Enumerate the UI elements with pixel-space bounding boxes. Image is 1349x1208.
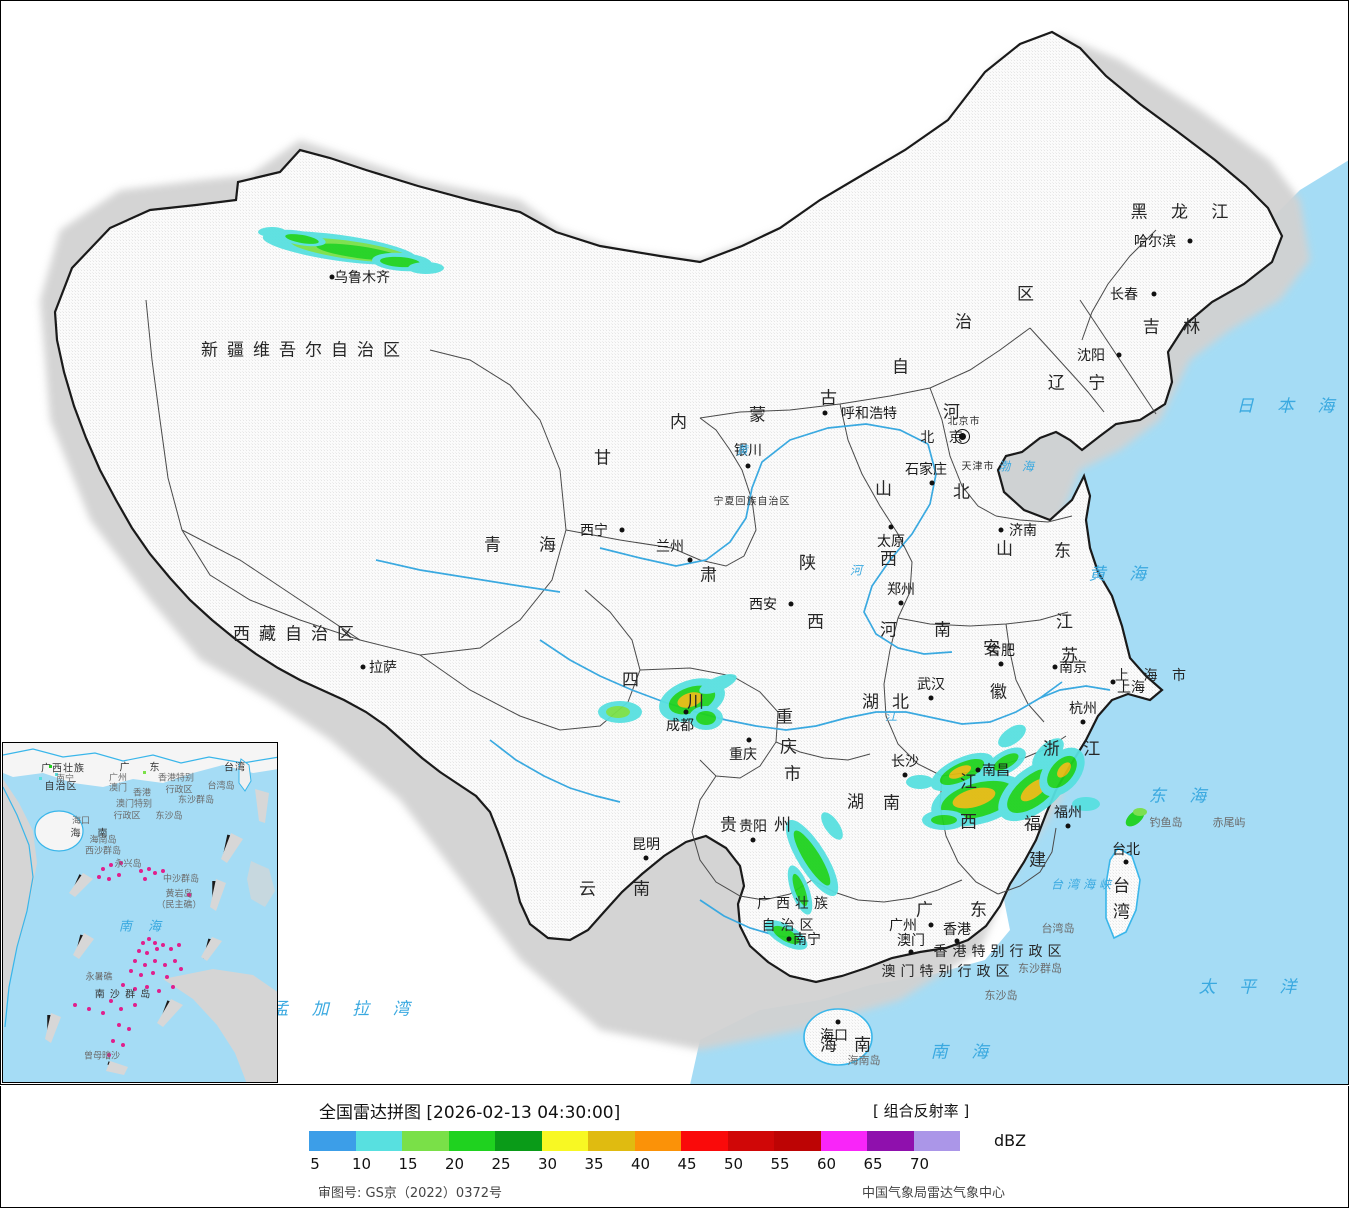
issuing-agency: 中国气象局雷达气象中心 [861, 1186, 1005, 1201]
tick-5: 5 [310, 1155, 320, 1173]
color-swatch-20 [448, 1131, 495, 1151]
city-marker-dot [788, 601, 794, 607]
city-marker-dot [683, 709, 689, 715]
legend-title: 全国雷达拼图 [2026-02-13 04:30:00] [319, 1103, 621, 1123]
city-marker-dot [643, 855, 649, 861]
city-marker-dot [746, 737, 752, 743]
city-marker-dot [954, 938, 960, 944]
tick-10: 10 [351, 1155, 372, 1173]
city-marker-dot [975, 767, 981, 773]
color-swatch-40 [634, 1131, 681, 1151]
color-swatch-30 [541, 1131, 588, 1151]
tick-55: 55 [770, 1155, 790, 1173]
city-marker-dot [1123, 859, 1129, 865]
color-swatch-10 [355, 1131, 402, 1151]
city-marker-dot [1065, 823, 1071, 829]
color-swatch-55 [774, 1131, 821, 1151]
city-marker-dot [1110, 679, 1116, 685]
city-marker-dot [1187, 238, 1193, 244]
city-marker-dot [329, 274, 335, 280]
tick-60: 60 [816, 1155, 837, 1173]
tick-40: 40 [630, 1155, 651, 1173]
city-marker-dot [888, 524, 894, 530]
color-swatch-50 [727, 1131, 774, 1151]
city-marker-dot [908, 949, 914, 955]
map-border [0, 0, 1349, 1085]
color-swatch-60 [820, 1131, 867, 1151]
city-marker-dot [745, 463, 751, 469]
color-scale-ticks: 5 10 15 20 25 30 35 40 45 50 55 60 65 70 [309, 1155, 1009, 1173]
legend-panel: 全国雷达拼图 [2026-02-13 04:30:00] [ 组合反射率 ] 5… [0, 1086, 1349, 1208]
city-marker-dot [929, 480, 935, 486]
city-marker-dot [1116, 352, 1122, 358]
city-marker-dot [902, 772, 908, 778]
map-approval-number: 审图号: GS京（2022）0372号 [318, 1186, 503, 1201]
inset-geometry [3, 743, 277, 1082]
tick-50: 50 [723, 1155, 744, 1173]
color-scale-bar [309, 1131, 960, 1151]
city-marker-dot [928, 922, 934, 928]
city-marker-dot [835, 1019, 841, 1025]
tick-65: 65 [863, 1155, 883, 1173]
city-marker-dot [998, 527, 1004, 533]
tick-25: 25 [491, 1155, 511, 1173]
china-radar-map[interactable]: 新疆维吾尔自治区 西藏自治区青海甘肃内蒙古自治区黑 龙 江吉 林辽 宁河北山西山东… [0, 0, 1349, 1085]
color-swatch-5 [309, 1131, 356, 1151]
city-marker-dot [928, 695, 934, 701]
city-marker-dot [360, 664, 366, 670]
south-china-sea-inset[interactable]: 广西壮族 自治区广东台湾 南宁 广州 香港特别 行政区 台湾岛 澳门 香港 澳门特别 行政区 东沙群岛… [2, 742, 278, 1083]
city-marker-dot [786, 936, 792, 942]
city-marker-dot [1080, 719, 1086, 725]
city-marker-dot [898, 600, 904, 606]
color-swatch-45 [681, 1131, 728, 1151]
legend-product-mode: [ 组合反射率 ] [873, 1102, 970, 1120]
tick-45: 45 [677, 1155, 697, 1173]
tick-35: 35 [584, 1155, 604, 1173]
city-marker-dot [998, 661, 1004, 667]
tick-30: 30 [537, 1155, 558, 1173]
city-marker-dot [750, 837, 756, 843]
radar-echo-layer [258, 227, 1147, 950]
city-marker-dot [687, 557, 693, 563]
tick-70: 70 [909, 1155, 930, 1173]
city-marker-dot [619, 527, 625, 533]
capital-marker-beijing [955, 429, 971, 445]
city-marker-dot [1151, 291, 1157, 297]
color-swatch-15 [402, 1131, 449, 1151]
tick-15: 15 [398, 1155, 418, 1173]
city-marker-dot [1052, 664, 1058, 670]
city-marker-dot [822, 410, 828, 416]
color-swatch-70 [913, 1131, 960, 1151]
color-swatch-65 [867, 1131, 914, 1151]
unit-label: dBZ [994, 1131, 1027, 1150]
color-swatch-35 [588, 1131, 635, 1151]
tick-20: 20 [444, 1155, 465, 1173]
color-swatch-25 [495, 1131, 542, 1151]
